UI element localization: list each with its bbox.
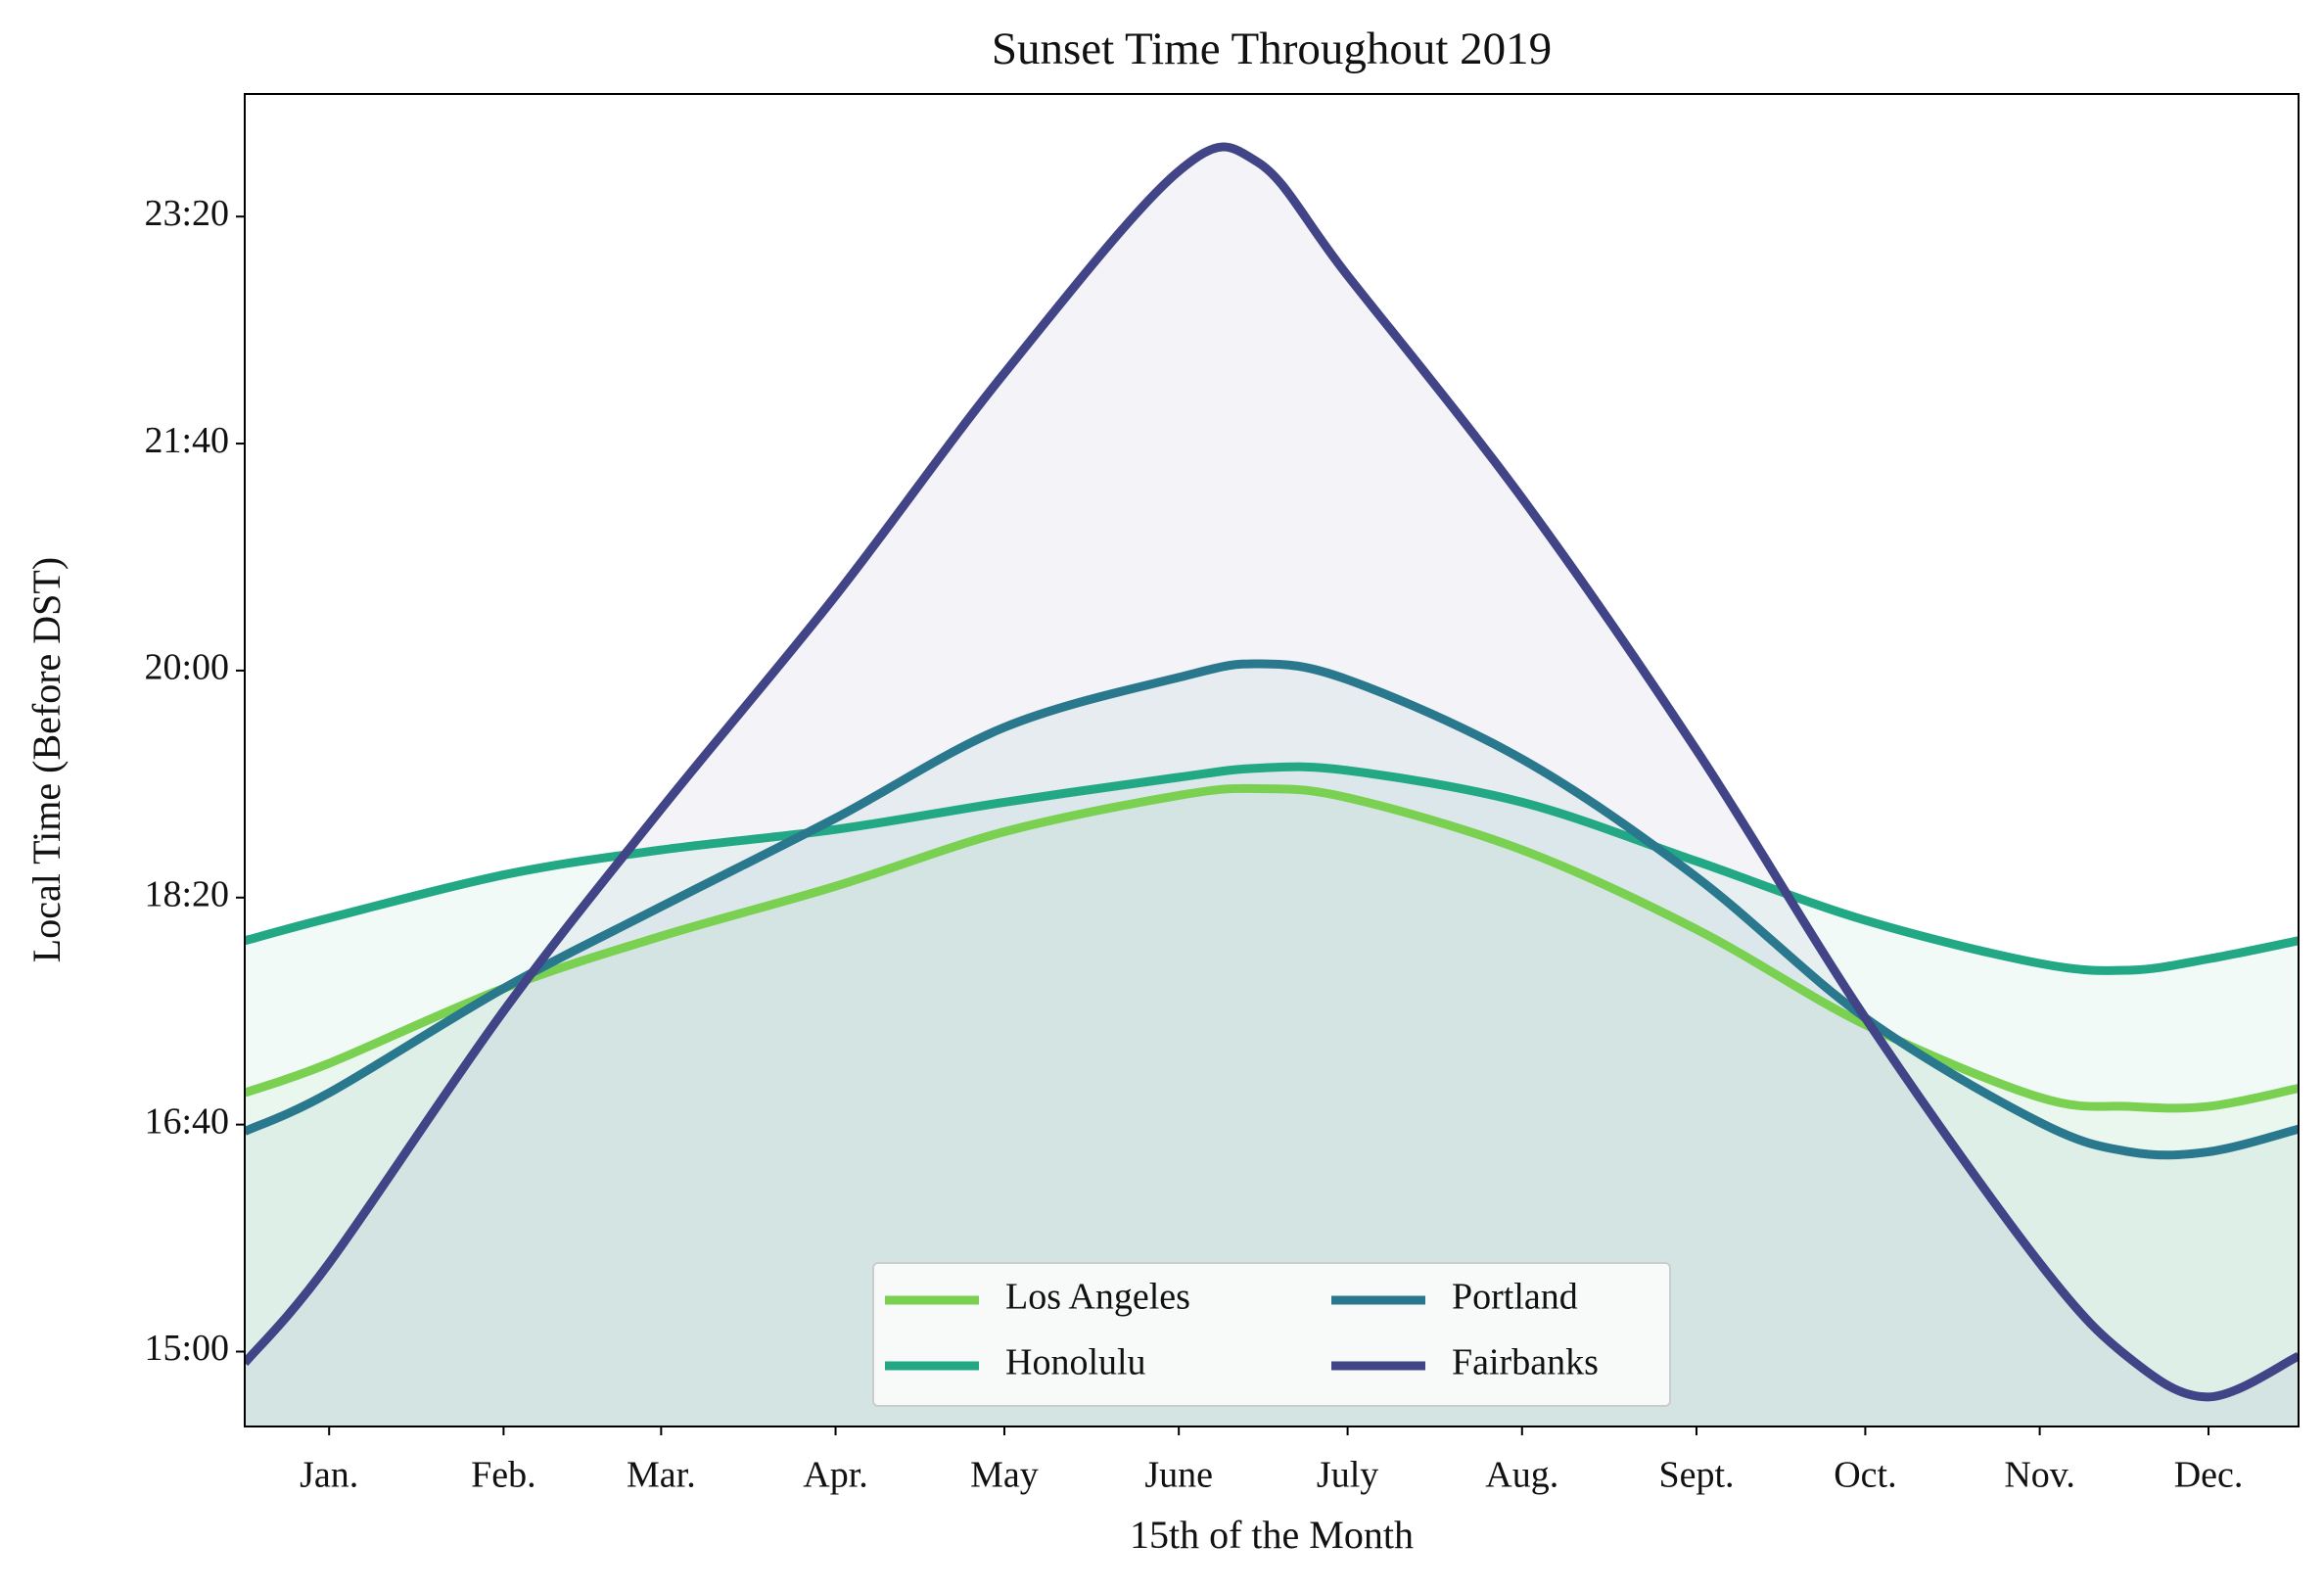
y-tick-label: 21:40 (144, 420, 229, 461)
area-fill (245, 767, 2299, 1426)
area-fill (245, 663, 2299, 1426)
legend-label: Portland (1452, 1277, 1578, 1318)
plot-area (245, 142, 2299, 1426)
chart-title: Sunset Time Throughout 2019 (992, 23, 1552, 74)
x-tick-label: Nov. (2004, 1455, 2074, 1496)
x-tick-label: Oct. (1834, 1455, 1896, 1496)
legend-label: Fairbanks (1452, 1342, 1599, 1383)
legend-box (872, 1262, 1671, 1407)
series-line (245, 659, 2299, 1160)
x-tick-label: June (1144, 1455, 1213, 1496)
x-tick-label: Aug. (1485, 1455, 1558, 1496)
y-axis-label: Local Time (Before DST) (24, 557, 69, 962)
x-tick-label: July (1317, 1455, 1378, 1496)
area-fill (245, 788, 2299, 1426)
x-tick-label: Jan. (300, 1455, 358, 1496)
y-tick-label: 20:00 (144, 647, 229, 688)
legend-label: Honolulu (1005, 1342, 1146, 1383)
x-tick-label: May (970, 1455, 1039, 1496)
y-tick-label: 23:20 (144, 193, 229, 234)
x-tick-label: Feb. (471, 1455, 536, 1496)
x-tick-label: Dec. (2174, 1455, 2244, 1496)
x-axis-label: 15th of the Month (1130, 1513, 1414, 1557)
y-tick-label: 16:40 (144, 1100, 229, 1142)
y-tick-label: 15:00 (144, 1328, 229, 1369)
x-tick-label: Sept. (1658, 1455, 1734, 1496)
series-line (245, 783, 2299, 1113)
series-line (245, 762, 2299, 975)
x-tick-label: Mar. (627, 1455, 696, 1496)
legend-label: Los Angeles (1005, 1277, 1190, 1318)
series-line (245, 142, 2299, 1402)
y-tick-label: 18:20 (144, 873, 229, 914)
x-tick-label: Apr. (803, 1455, 868, 1496)
plot-frame (244, 93, 2300, 1427)
